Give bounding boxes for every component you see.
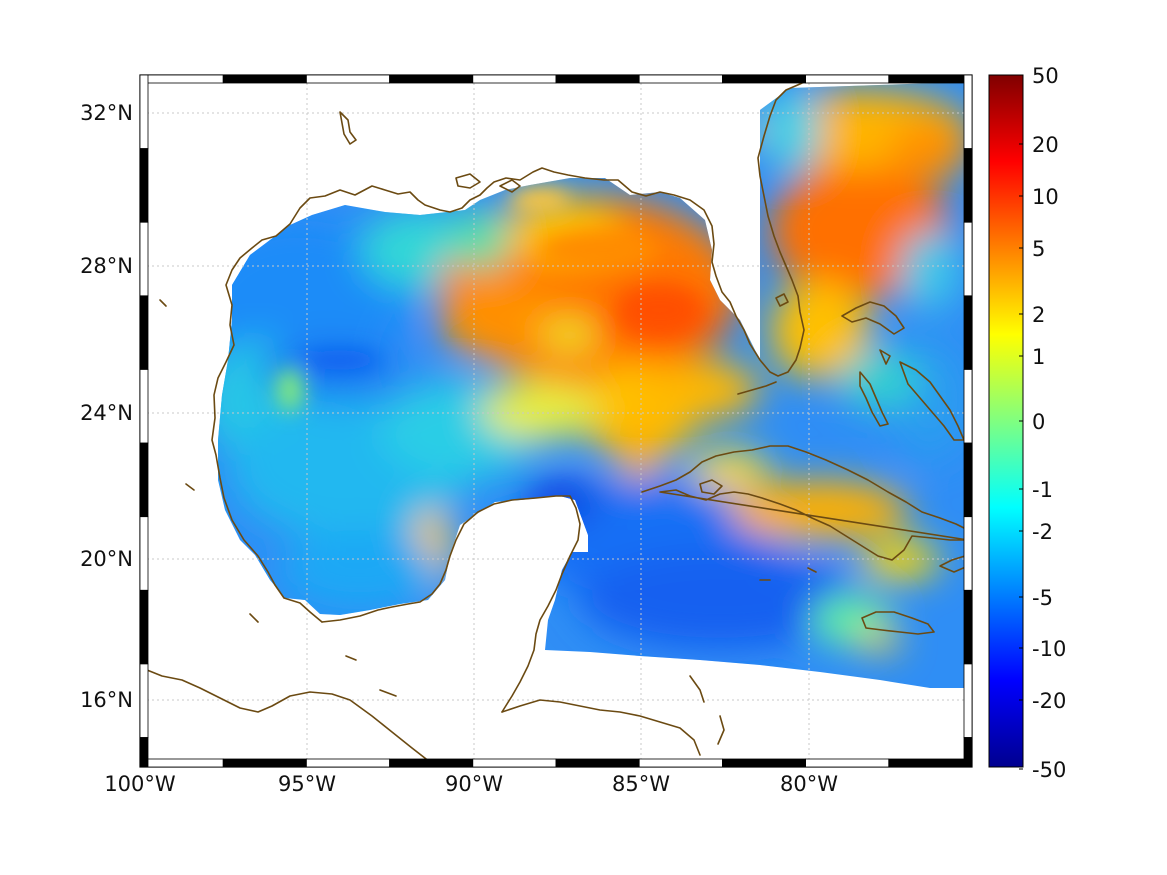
frame-segment-right (963, 516, 973, 591)
frame-segment-bottom (722, 758, 807, 768)
frame-segment-left (139, 516, 149, 591)
frame-segment-bottom (555, 758, 640, 768)
frame-segment-right (963, 589, 973, 665)
frame-segment-bottom (638, 758, 723, 768)
frame-segment-top (389, 74, 474, 84)
colorbar-tick-label: -5 (1032, 586, 1053, 610)
colorbar-tick-label: -50 (1032, 758, 1066, 782)
lon-label-95w: 95°W (278, 772, 336, 796)
colorbar-tick-label: -2 (1032, 520, 1053, 544)
colorbar-tick-label: 10 (1032, 185, 1059, 209)
frame-segment-left (139, 589, 149, 665)
colorbar-tick-label: -20 (1032, 689, 1066, 713)
longitude-labels: 100°W 95°W 90°W 85°W 80°W (104, 772, 838, 796)
data-field (218, 82, 965, 688)
colorbar-tick-label: 5 (1032, 237, 1045, 261)
colorbar-tick-label: -1 (1032, 478, 1053, 502)
frame-segment-left (139, 737, 149, 768)
frame-segment-right (963, 148, 973, 223)
lat-label-32: 32°N (80, 101, 133, 125)
frame-segment-left (139, 369, 149, 444)
frame-segment-bottom (472, 758, 557, 768)
frame-segment-top (222, 74, 307, 84)
frame-segment-bottom (222, 758, 307, 768)
frame-segment-top (305, 74, 390, 84)
frame-segment-top (139, 74, 224, 84)
frame-segment-right (963, 74, 973, 150)
frame-segment-left (139, 442, 149, 518)
frame-segment-bottom (805, 758, 890, 768)
lat-label-24: 24°N (80, 401, 133, 425)
colorbar-tick-label: 0 (1032, 410, 1045, 434)
frame-segment-top (805, 74, 890, 84)
colorbar-tick-label: 2 (1032, 303, 1045, 327)
frame-segment-top (638, 74, 723, 84)
frame-segment-right (963, 221, 973, 297)
colorbar-tick-label: 50 (1032, 64, 1059, 88)
frame-segment-left (139, 663, 149, 738)
lat-label-20: 20°N (80, 547, 133, 571)
frame-segment-left (139, 148, 149, 223)
lon-label-100w: 100°W (104, 772, 176, 796)
frame-segment-bottom (389, 758, 474, 768)
frame-segment-right (963, 737, 973, 768)
frame-segment-right (963, 369, 973, 444)
colorbar-tick-label: 1 (1032, 345, 1045, 369)
colorbar-tick-label: -10 (1032, 637, 1066, 661)
coastlines (141, 75, 969, 763)
colorbar-gradient (988, 74, 1024, 768)
frame-segment-right (963, 295, 973, 370)
frame-segment-left (139, 295, 149, 370)
frame-segment-top (722, 74, 807, 84)
graticule (142, 78, 970, 765)
lon-label-90w: 90°W (445, 772, 503, 796)
frame-segment-bottom (888, 758, 973, 768)
frame-segment-left (139, 221, 149, 297)
colorbar-tick-label: 20 (1032, 133, 1059, 157)
frame-segment-bottom (305, 758, 390, 768)
lat-label-16: 16°N (80, 688, 133, 712)
lat-label-28: 28°N (80, 254, 133, 278)
frame-segment-top (472, 74, 557, 84)
frame-segment-right (963, 442, 973, 518)
frame-segment-bottom (139, 758, 224, 768)
latitude-labels: 32°N 28°N 24°N 20°N 16°N (80, 101, 133, 712)
frame-segment-left (139, 74, 149, 150)
lon-label-80w: 80°W (780, 772, 838, 796)
frame-segment-right (963, 663, 973, 738)
lon-label-85w: 85°W (612, 772, 670, 796)
frame-segment-top (555, 74, 640, 84)
frame-segment-top (888, 74, 973, 84)
map-frame (139, 74, 973, 768)
